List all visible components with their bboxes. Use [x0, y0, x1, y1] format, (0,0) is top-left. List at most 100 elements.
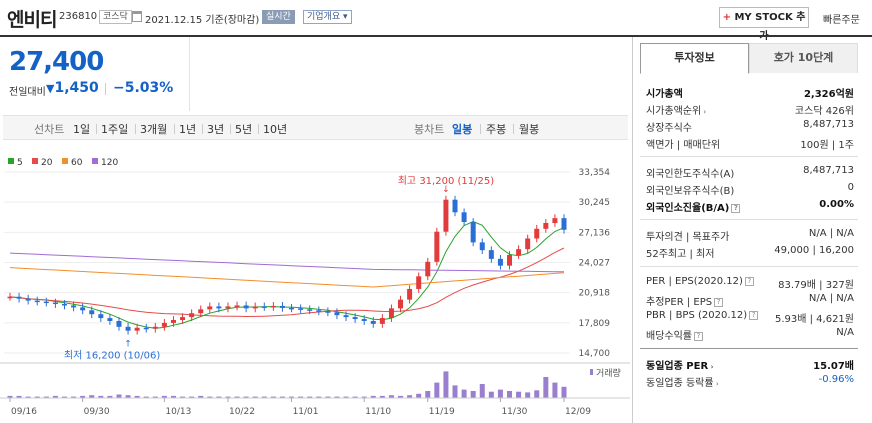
- candle-body: [180, 317, 186, 321]
- volume-bar: [143, 396, 149, 398]
- tab-investment-info[interactable]: 투자정보: [640, 43, 749, 74]
- par-value: 100원 | 1주: [800, 140, 854, 151]
- volume-bar: [470, 391, 476, 398]
- candle-body: [52, 302, 58, 305]
- candle-body: [143, 327, 149, 330]
- candle-body: [361, 319, 367, 321]
- volume-bar: [116, 394, 122, 398]
- candle-body: [434, 231, 440, 262]
- tab-1day[interactable]: 1일: [73, 123, 91, 136]
- candle-body: [170, 320, 176, 323]
- legend-swatch-120: [92, 158, 98, 164]
- add-mystock-button[interactable]: + MY STOCK 추가: [719, 7, 809, 42]
- help-icon[interactable]: ?: [694, 331, 703, 341]
- down-arrow-icon: ▼: [46, 82, 55, 95]
- volume-bar: [43, 396, 49, 398]
- candle-body: [352, 317, 358, 320]
- x-tick-label: 09/16: [11, 407, 37, 417]
- ma120-line: [9, 252, 565, 273]
- ma60-line: [9, 267, 565, 288]
- volume-bar: [361, 396, 367, 398]
- foreign-hold-value: 0: [847, 182, 854, 193]
- help-icon[interactable]: ?: [749, 310, 759, 320]
- x-tick-label: 11/01: [293, 407, 319, 417]
- legend-label-60: 60: [71, 158, 83, 168]
- candle-body: [80, 307, 86, 311]
- volume-bar: [479, 384, 485, 398]
- candle-body: [107, 318, 113, 321]
- candle-body: [416, 276, 422, 289]
- candle-body: [289, 307, 295, 310]
- plus-icon: +: [722, 12, 731, 23]
- y-tick-label: 27,136: [579, 228, 611, 238]
- tab-5year[interactable]: 5년: [235, 123, 253, 136]
- tab-1year[interactable]: 1년: [179, 123, 197, 136]
- legend-label-120: 120: [101, 158, 118, 168]
- tab-monthly[interactable]: 월봉: [519, 123, 540, 136]
- volume-bar: [61, 396, 67, 398]
- volume-bar: [434, 382, 440, 398]
- volume-bar: [225, 396, 231, 398]
- current-price: 27,400: [9, 47, 104, 77]
- volume-bar: [452, 385, 458, 398]
- realtime-badge[interactable]: 실시간: [262, 10, 295, 24]
- tab-3year[interactable]: 3년: [207, 123, 225, 136]
- tab-divider: [174, 124, 175, 134]
- candle-body: [134, 327, 140, 331]
- tab-10year[interactable]: 10년: [263, 123, 288, 136]
- volume-bar: [161, 395, 167, 398]
- candle-body: [552, 218, 558, 223]
- help-icon[interactable]: ?: [744, 276, 754, 286]
- tab-order-book[interactable]: 호가 10단계: [749, 43, 858, 73]
- pbr-label: PBR | BPS (2020.12)?: [646, 310, 759, 321]
- tab-divider: [96, 124, 97, 134]
- candle-body: [507, 254, 513, 266]
- help-icon[interactable]: ?: [731, 203, 741, 213]
- quick-order-link[interactable]: 빠른주문: [823, 15, 860, 26]
- volume-bar: [80, 395, 86, 398]
- pbr-value: 5.93배 | 4,621원: [774, 314, 854, 325]
- candle-body: [152, 326, 158, 329]
- cap-rank-text: 시가총액순위: [646, 106, 702, 117]
- tab-daily[interactable]: 일봉: [452, 123, 473, 136]
- row-par: 액면가 | 매매단위 100원 | 1주: [640, 134, 858, 151]
- row-est-per: 추정PER | EPS? N/A | N/A: [640, 291, 858, 308]
- add-mystock-label: MY STOCK 추가: [734, 12, 806, 42]
- x-tick-label: 12/09: [565, 407, 591, 417]
- group-divider: [640, 219, 858, 220]
- group-divider: [640, 348, 858, 349]
- industry-rate-value: -0.96%: [818, 374, 854, 385]
- legend-swatch-20: [32, 158, 38, 164]
- candle-body: [461, 212, 467, 223]
- stock-chart[interactable]: 5 20 60 120 33,354 30,245 27,136 24,027 20,918 17…: [0, 155, 630, 423]
- row-dividend: 배당수익률? N/A: [640, 325, 858, 342]
- volume-bar: [516, 391, 522, 398]
- tab-3month[interactable]: 3개월: [140, 123, 168, 136]
- candle-body: [225, 306, 231, 309]
- volume-bar: [261, 396, 267, 398]
- company-info-dropdown[interactable]: 기업개요 ▾: [303, 10, 352, 24]
- investment-panel: 투자정보 호가 10단계 시가총액 2,326억원 시가총액순위 › 코스닥 426…: [640, 43, 858, 389]
- legend-label-20: 20: [41, 158, 53, 168]
- volume-label: 거래량: [596, 367, 621, 379]
- par-label: 액면가 | 매매단위: [646, 140, 721, 151]
- candle-body: [470, 222, 476, 243]
- row-pbr: PBR | BPS (2020.12)? 5.93배 | 4,621원: [640, 308, 858, 325]
- tab-weekly[interactable]: 주봉: [486, 123, 507, 136]
- dividend-value: N/A: [836, 327, 854, 338]
- volume-bar: [243, 396, 249, 398]
- low-annotation: 최저 16,200 (10/06): [64, 349, 160, 361]
- tab-1week[interactable]: 1주일: [101, 123, 129, 136]
- est-per-label: 추정PER | EPS?: [646, 293, 724, 308]
- candle-body: [98, 314, 104, 319]
- candle-body: [198, 309, 204, 314]
- candle-body: [407, 288, 413, 300]
- chart-period-bar: 선차트 1일 1주일 3개월 1년 3년 5년 10년 봉차트 일봉 주봉 월봉: [3, 115, 628, 140]
- legend-swatch-5: [8, 158, 14, 164]
- candle-body: [370, 320, 376, 324]
- row-foreign-hold: 외국인보유주식수(B) 0: [640, 180, 858, 197]
- candle-body: [343, 315, 349, 318]
- help-icon[interactable]: ?: [714, 297, 724, 307]
- volume-bar: [270, 396, 276, 398]
- tab-divider: [258, 124, 259, 134]
